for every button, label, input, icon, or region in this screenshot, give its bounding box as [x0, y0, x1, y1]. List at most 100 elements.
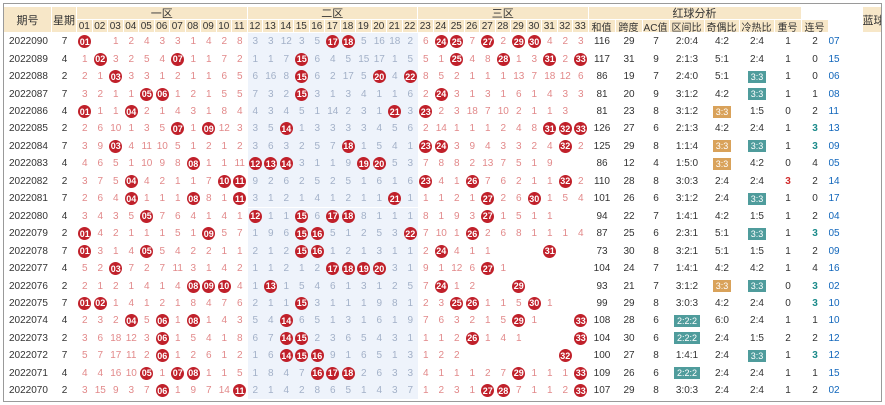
header-number-2[interactable]: 02 [92, 20, 107, 32]
header-number-29[interactable]: 29 [511, 20, 526, 32]
number-cell: 26 [465, 225, 481, 242]
ratio-badge: 3:3 [712, 280, 732, 293]
header-sum[interactable]: 和值 [588, 20, 615, 32]
header-repeat[interactable]: 重号 [774, 20, 801, 32]
number-cell: 2 [340, 242, 356, 260]
header-ac[interactable]: AC值 [642, 20, 669, 32]
issue-number[interactable]: 2022079 [9, 228, 48, 240]
number-cell: 5 [356, 329, 372, 348]
header-number-9[interactable]: 09 [201, 20, 216, 32]
number-cell: 1 [480, 295, 496, 312]
header-number-17[interactable]: 17 [325, 20, 340, 32]
stat-repeat: 1 [775, 208, 802, 225]
header-number-32[interactable]: 32 [557, 20, 572, 32]
header-number-20[interactable]: 20 [371, 20, 386, 32]
header-number-33[interactable]: 33 [573, 20, 588, 32]
header-number-24[interactable]: 24 [433, 20, 448, 32]
issue-number[interactable]: 2022077 [9, 263, 48, 275]
issue-number[interactable]: 2022083 [9, 158, 48, 170]
miss-value: 1 [190, 36, 197, 48]
header-odd_even[interactable]: 奇偶比 [704, 20, 739, 32]
header-number-5[interactable]: 05 [139, 20, 154, 32]
number-cell: 25 [449, 295, 465, 312]
header-number-28[interactable]: 28 [495, 20, 510, 32]
header-number-26[interactable]: 26 [464, 20, 479, 32]
stat-value: 73 [596, 245, 608, 257]
number-cell: 4 [434, 173, 450, 190]
header-number-6[interactable]: 06 [154, 20, 169, 32]
header-number-3[interactable]: 03 [108, 20, 123, 32]
issue-number[interactable]: 2022078 [9, 245, 48, 257]
issue-number[interactable]: 2022074 [9, 315, 48, 327]
header-number-10[interactable]: 10 [216, 20, 231, 32]
miss-value: 2 [143, 350, 150, 362]
header-number-25[interactable]: 25 [449, 20, 464, 32]
number-cell: 14 [278, 347, 294, 365]
header-number-8[interactable]: 08 [185, 20, 200, 32]
header-number-18[interactable]: 18 [340, 20, 355, 32]
stat-odd-even: 4:2 [705, 208, 740, 225]
number-cell: 1 [356, 190, 372, 208]
miss-value: 6 [267, 350, 274, 362]
number-cell: 1 [527, 312, 543, 329]
header-number-15[interactable]: 15 [294, 20, 309, 32]
issue-number[interactable]: 2022084 [9, 140, 48, 152]
number-cell: 2 [434, 382, 450, 399]
issue-number[interactable]: 2022080 [9, 210, 48, 222]
stat-span: 23 [616, 103, 643, 120]
issue-number[interactable]: 2022075 [9, 297, 48, 309]
issue-number[interactable]: 2022090 [9, 36, 48, 48]
miss-value: 1 [546, 367, 553, 379]
header-week[interactable]: 星期 [52, 7, 76, 32]
number-cell: 02 [93, 50, 109, 67]
issue-number[interactable]: 2022072 [9, 350, 48, 362]
issue-number[interactable]: 2022071 [9, 367, 48, 379]
stat-value: 104 [593, 263, 611, 275]
header-number-22[interactable]: 22 [402, 20, 417, 32]
issue-number[interactable]: 2022087 [9, 88, 48, 100]
header-number-27[interactable]: 27 [480, 20, 495, 32]
header-number-13[interactable]: 13 [263, 20, 278, 32]
header-span[interactable]: 跨度 [615, 20, 642, 32]
issue-number[interactable]: 2022070 [9, 385, 48, 397]
stat-hot-cold: 1:5 [740, 330, 775, 347]
issue-number[interactable]: 2022073 [9, 332, 48, 344]
number-cell: 06 [155, 347, 171, 364]
number-cell: 1 [496, 68, 512, 85]
issue-number[interactable]: 2022076 [9, 280, 48, 292]
number-cell: 12 [247, 155, 263, 173]
number-cell: 1 [402, 242, 418, 260]
stat-value: 3 [812, 297, 818, 309]
issue-number[interactable]: 2022085 [9, 123, 48, 135]
header-number-11[interactable]: 11 [232, 20, 247, 32]
issue-number[interactable]: 2022089 [9, 53, 48, 65]
header-number-16[interactable]: 16 [309, 20, 324, 32]
header-number-7[interactable]: 07 [170, 20, 185, 32]
header-blue[interactable]: 蓝球 [862, 7, 881, 32]
header-number-30[interactable]: 30 [526, 20, 541, 32]
header-number-14[interactable]: 14 [278, 20, 293, 32]
stat-sum: 81 [589, 85, 616, 102]
number-cell: 2 [139, 347, 155, 364]
header-consecutive[interactable]: 连号 [801, 20, 828, 32]
issue-number[interactable]: 2022086 [9, 106, 48, 118]
header-issue[interactable]: 期号 [4, 7, 51, 32]
header-number-1[interactable]: 01 [77, 20, 92, 32]
miss-value: 2 [97, 263, 104, 275]
issue-number[interactable]: 2022081 [9, 193, 48, 205]
header-number-31[interactable]: 31 [542, 20, 557, 32]
stat-hot-cold: 2:4 [740, 50, 775, 67]
header-zone_ratio[interactable]: 区间比 [669, 20, 704, 32]
issue-number[interactable]: 2022082 [9, 175, 48, 187]
miss-value: 3 [376, 245, 383, 257]
header-number-19[interactable]: 19 [356, 20, 371, 32]
header-number-12[interactable]: 12 [247, 20, 262, 32]
miss-value: 4 [221, 263, 228, 275]
header-number-4[interactable]: 04 [123, 20, 138, 32]
red-ball: 22 [403, 227, 417, 241]
issue-number[interactable]: 2022088 [9, 71, 48, 83]
header-number-21[interactable]: 21 [387, 20, 402, 32]
header-hot_cold[interactable]: 冷热比 [739, 20, 774, 32]
header-number-23[interactable]: 23 [418, 20, 433, 32]
number-cell: 2 [573, 138, 589, 155]
